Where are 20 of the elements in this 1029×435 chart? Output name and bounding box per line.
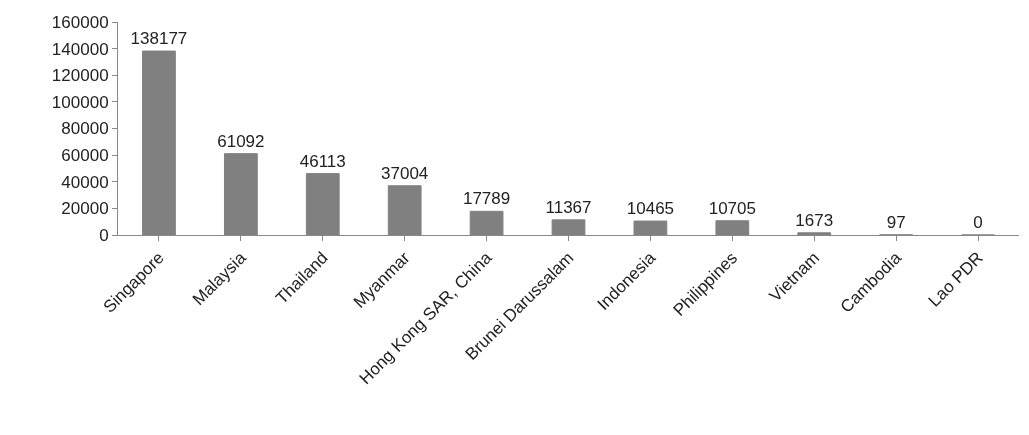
data-label: 11367 xyxy=(545,197,592,217)
data-label: 1673 xyxy=(795,210,834,230)
y-tick-label: 40000 xyxy=(61,172,109,192)
data-label: 10705 xyxy=(708,198,756,218)
y-tick-label: 140000 xyxy=(51,39,109,59)
data-label: 138177 xyxy=(130,29,188,49)
y-tick-label: 60000 xyxy=(61,146,109,166)
y-tick-label: 80000 xyxy=(61,119,109,139)
y-tick-label: 0 xyxy=(99,225,109,245)
y-tick-label: 20000 xyxy=(61,199,109,219)
y-tick-label: 120000 xyxy=(51,66,109,86)
data-label: 17789 xyxy=(462,189,511,209)
data-label: 97 xyxy=(886,212,906,232)
data-label: 37004 xyxy=(381,163,429,183)
y-tick-label: 160000 xyxy=(51,12,109,32)
y-tick-label: 100000 xyxy=(51,92,109,112)
data-label: 0 xyxy=(973,213,983,232)
data-label: 10465 xyxy=(626,199,675,219)
data-label: 46113 xyxy=(299,151,346,171)
data-label: 61092 xyxy=(217,131,265,151)
